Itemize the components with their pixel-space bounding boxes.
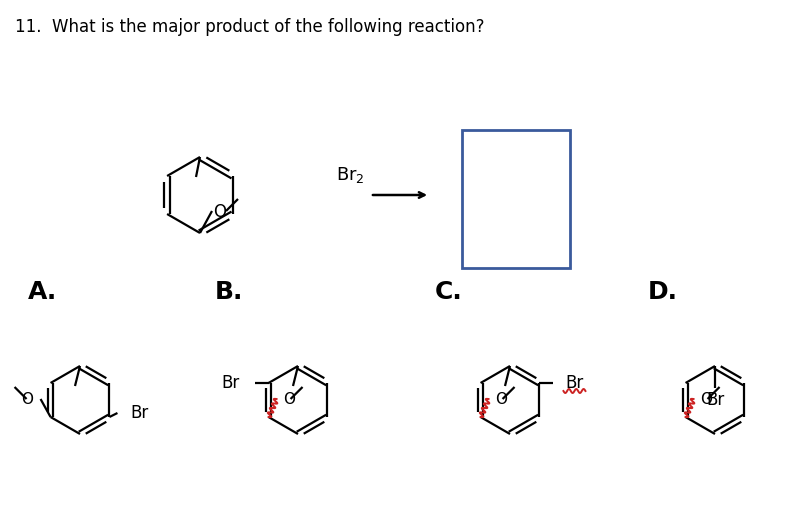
Text: Br$_2$: Br$_2$ (335, 165, 364, 185)
Text: O: O (284, 393, 296, 407)
Text: O: O (495, 393, 507, 407)
Text: B.: B. (215, 280, 243, 304)
Text: Br: Br (706, 391, 724, 409)
Bar (462, 130, 570, 268)
Text: Br: Br (566, 374, 583, 392)
Text: O: O (22, 393, 34, 407)
Text: O: O (701, 393, 713, 407)
Text: C.: C. (435, 280, 463, 304)
Text: O: O (213, 203, 226, 221)
Text: Br: Br (130, 404, 149, 422)
Text: 11.  What is the major product of the following reaction?: 11. What is the major product of the fol… (15, 18, 485, 36)
Text: A.: A. (28, 280, 57, 304)
Text: D.: D. (648, 280, 678, 304)
Text: Br: Br (221, 374, 240, 392)
